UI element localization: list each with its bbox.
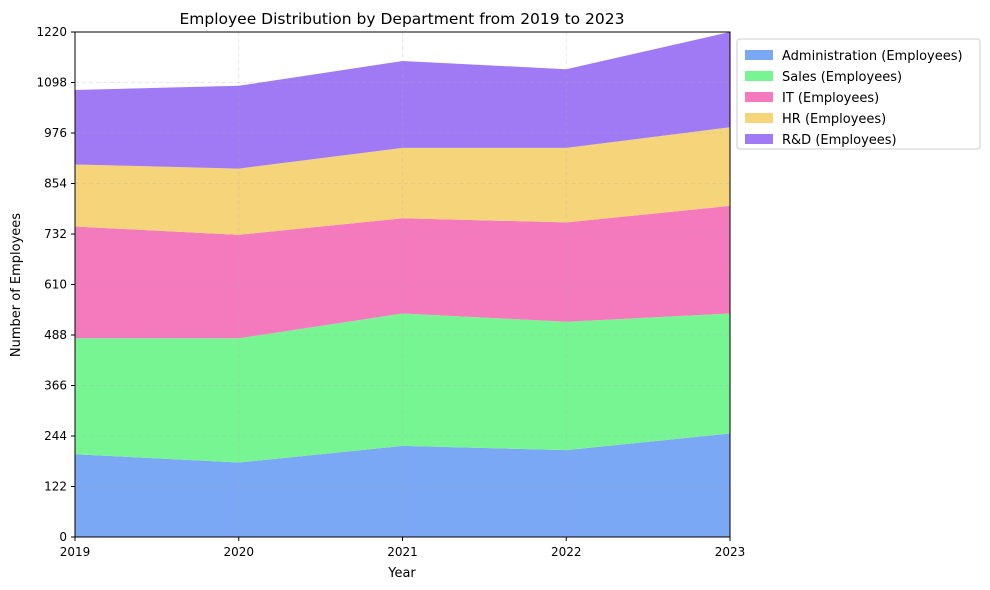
y-tick-label: 854 [44, 177, 67, 191]
y-tick-label: 122 [44, 480, 67, 494]
y-tick-label: 732 [44, 227, 67, 241]
legend-box [736, 38, 981, 150]
legend-label-2: IT (Employees) [782, 91, 879, 106]
y-ticks: 0 122 244 366 488 610 732 854 976 1098 1220 [36, 25, 75, 544]
chart-title: Employee Distribution by Department from… [179, 10, 624, 28]
x-tick-label: 2022 [551, 545, 582, 559]
y-tick-label: 1220 [36, 25, 67, 39]
area-series-2 [75, 205, 730, 339]
legend-label-3: HR (Employees) [782, 112, 886, 127]
x-tick-label: 2020 [223, 545, 254, 559]
y-tick-label: 610 [44, 278, 67, 292]
legend-swatch-3 [745, 113, 773, 123]
y-tick-label: 0 [59, 530, 67, 544]
x-axis-label: Year [387, 566, 416, 581]
area-series-3 [75, 127, 730, 235]
legend-swatch-1 [745, 71, 773, 81]
area-series-1 [75, 313, 730, 463]
legend-swatch-0 [745, 50, 773, 60]
x-tick-label: 2023 [715, 545, 746, 559]
area-series-0 [75, 433, 730, 537]
legend-label-0: Administration (Employees) [782, 49, 963, 64]
legend-swatch-4 [745, 134, 773, 144]
y-tick-label: 976 [44, 126, 67, 140]
legend-swatch-2 [745, 92, 773, 102]
legend-label-4: R&D (Employees) [782, 133, 897, 148]
area-series-4 [75, 32, 730, 169]
x-tick-label: 2021 [387, 545, 418, 559]
x-tick-label: 2019 [60, 545, 91, 559]
y-tick-label: 1098 [36, 76, 67, 90]
y-tick-label: 488 [44, 328, 67, 342]
x-ticks: 2019 2020 2021 2022 2023 [60, 537, 746, 559]
y-axis-label: Number of Employees [9, 213, 24, 357]
y-tick-label: 244 [44, 429, 67, 443]
legend: Administration (Employees) Sales (Employe… [736, 38, 981, 150]
area-layers [75, 32, 730, 537]
y-tick-label: 366 [44, 379, 67, 393]
legend-label-1: Sales (Employees) [782, 70, 902, 85]
